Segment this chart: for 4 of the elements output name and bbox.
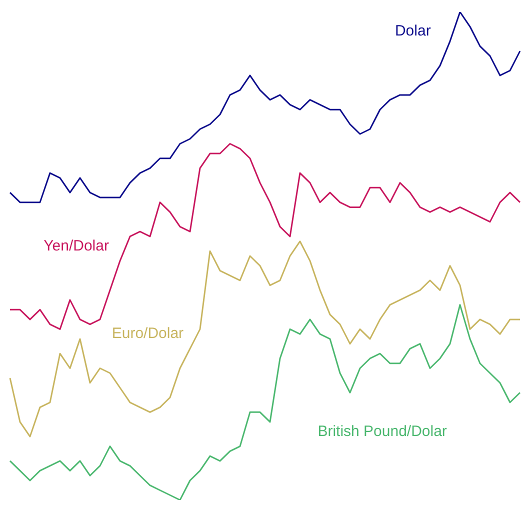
series-label: Euro/Dolar	[112, 325, 184, 342]
text: British Pound/Dolar	[318, 422, 447, 440]
series-label: Dolar	[394, 22, 431, 40]
series-label: Yen/Dolar	[44, 237, 109, 254]
